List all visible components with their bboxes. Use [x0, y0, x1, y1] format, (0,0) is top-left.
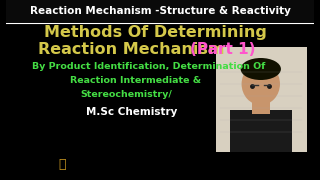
Text: Stereochemistry/: Stereochemistry/: [80, 89, 172, 98]
Bar: [216, 47, 307, 152]
Bar: [252, 100, 270, 114]
Text: Reaction Mechanism: Reaction Mechanism: [38, 42, 224, 57]
Text: Reaction Intermediate &: Reaction Intermediate &: [70, 75, 202, 84]
Bar: [6, 0, 314, 22]
Text: M.Sc Chemistry: M.Sc Chemistry: [85, 107, 177, 117]
Text: 👍: 👍: [58, 159, 66, 172]
Text: Reaction Mechanism -Structure & Reactivity: Reaction Mechanism -Structure & Reactivi…: [29, 6, 291, 16]
Text: By Product Identification, Determination Of: By Product Identification, Determination…: [32, 62, 265, 71]
Text: (Part 1): (Part 1): [190, 42, 255, 57]
Bar: [230, 110, 292, 152]
Ellipse shape: [242, 63, 280, 105]
Ellipse shape: [241, 58, 281, 80]
Text: Methods Of Determining: Methods Of Determining: [44, 24, 267, 39]
